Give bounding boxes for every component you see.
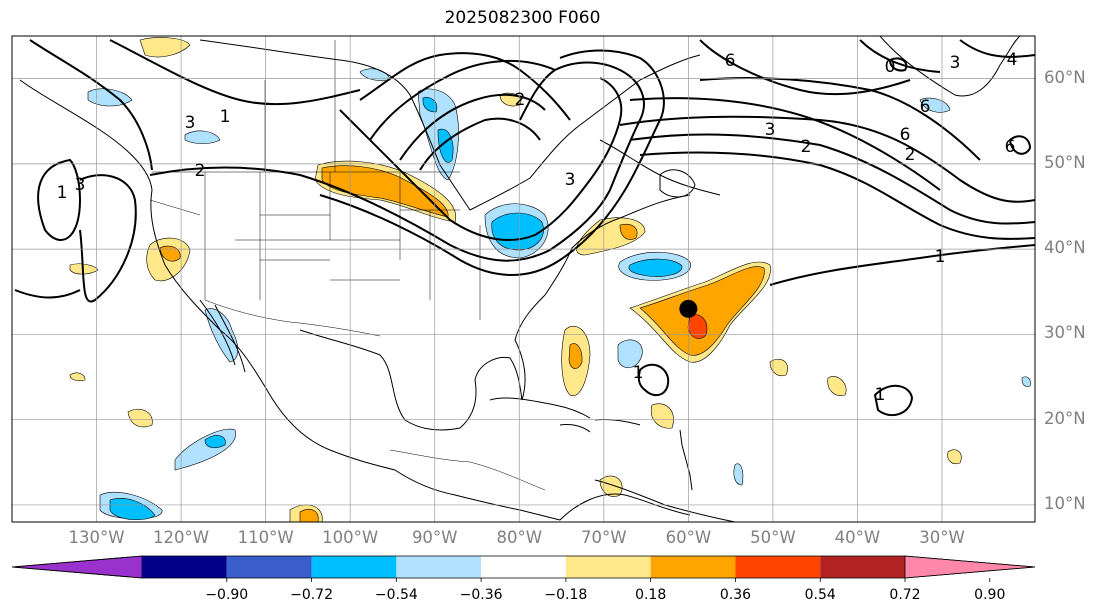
contour-label: 1	[57, 183, 68, 203]
colorbar-segment	[735, 556, 821, 578]
contour-lines	[14, 39, 1035, 417]
colorbar-segment	[650, 556, 736, 578]
longitude-label: 110°W	[237, 528, 294, 547]
graticule	[12, 36, 1035, 522]
colorbar-segment	[311, 556, 397, 578]
contour-label: 2	[905, 145, 916, 165]
contour-label: 6	[725, 51, 736, 71]
longitude-label: 120°W	[153, 528, 210, 547]
storm-center-marker	[679, 299, 698, 318]
contour-label: 1	[220, 107, 231, 127]
colorbar-tick-label: 0.72	[889, 587, 921, 603]
latitude-label: 20°N	[1044, 408, 1086, 428]
colorbar	[11, 555, 1036, 582]
contour-label: 3	[765, 120, 776, 140]
longitude-label: 40°W	[834, 528, 881, 547]
colorbar-extend-high	[904, 555, 1036, 579]
colorbar-segment	[142, 556, 227, 578]
longitude-label: 90°W	[411, 528, 458, 547]
contour-label: 1	[633, 363, 644, 383]
colorbar-segment	[565, 556, 651, 578]
contour-label: 6	[900, 125, 911, 145]
longitude-label: 80°W	[496, 528, 543, 547]
contour-label: 2	[515, 90, 526, 110]
colorbar-tick-label: −0.18	[544, 587, 588, 603]
latitude-label: 50°N	[1044, 152, 1086, 172]
latitude-label: 30°N	[1044, 323, 1086, 343]
longitude-label: 100°W	[322, 528, 379, 547]
map-frame	[11, 35, 1036, 523]
contour-label: 2	[195, 161, 206, 181]
longitude-label: 70°W	[581, 528, 627, 547]
colorbar-segment	[396, 556, 482, 578]
contour-label: 2	[801, 137, 812, 157]
latitude-label: 60°N	[1044, 67, 1086, 87]
contour-label: 4	[1007, 50, 1018, 70]
contour-label: 3	[565, 170, 576, 190]
colorbar-tick-label: −0.90	[205, 587, 249, 603]
colorbar-tick-label: 0.36	[719, 587, 752, 603]
longitude-label: 50°W	[750, 528, 796, 547]
colorbar-tick-label: 0.90	[974, 587, 1006, 603]
colorbar-tick-label: −0.36	[459, 587, 503, 603]
colorbar-tick-label: 0.18	[635, 587, 667, 603]
colorbar-extend-low	[11, 555, 143, 579]
map-title: 2025082300 F060	[444, 8, 601, 28]
colorbar-outline	[11, 555, 1036, 579]
contour-label: 6	[1005, 137, 1016, 157]
colorbar-segment	[226, 556, 312, 578]
latitude-label: 10°N	[1044, 493, 1086, 513]
longitude-label: 30°W	[919, 528, 965, 547]
contour-labels: 1 2 3 3 1 2 3 2 3 6 2 1 6 3 4 6 6 0 1 1	[57, 50, 1018, 405]
contour-label: 3	[75, 175, 86, 195]
colorbar-segment	[820, 556, 905, 578]
colorbar-tick-label: −0.72	[290, 587, 333, 603]
colorbar-segment	[481, 556, 566, 578]
contour-label: 1	[875, 385, 886, 405]
colorbar-tick-label: −0.54	[374, 587, 418, 603]
contour-label: 3	[185, 113, 196, 133]
contour-label: 3	[950, 53, 961, 73]
contour-label: 0	[885, 57, 896, 77]
colorbar-tick-label: 0.54	[804, 587, 836, 603]
latitude-label: 40°N	[1044, 238, 1086, 258]
contour-label: 1	[935, 247, 946, 267]
longitude-label: 60°W	[665, 528, 712, 547]
political-borders	[149, 40, 546, 491]
longitude-label: 130°W	[68, 528, 125, 547]
shaded-fields	[69, 37, 1031, 522]
contour-label: 6	[920, 97, 931, 117]
